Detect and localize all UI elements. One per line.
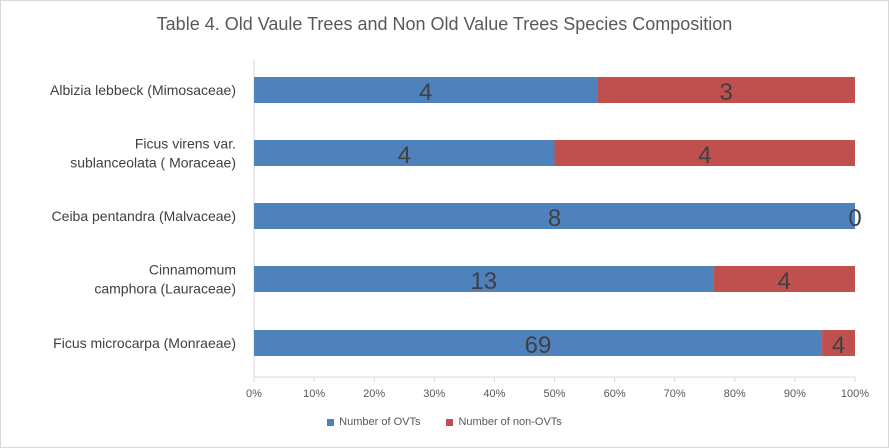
data-label: 69 <box>525 332 552 359</box>
data-label: 3 <box>720 79 733 106</box>
bar-ovts <box>254 330 823 356</box>
category-label: camphora (Lauraceae) <box>94 281 236 297</box>
x-tick-label: 0% <box>246 388 262 400</box>
chart-title: Table 4. Old Vaule Trees and Non Old Val… <box>156 14 733 34</box>
category-label: Albizia lebbeck (Mimosaceae) <box>50 82 236 98</box>
data-label: 0 <box>848 205 861 232</box>
x-tick-label: 70% <box>664 388 686 400</box>
x-tick-label: 90% <box>784 388 806 400</box>
data-label: 8 <box>548 205 561 232</box>
legend-label-non-ovts: Number of non-OVTs <box>458 416 562 428</box>
data-label: 13 <box>470 268 497 295</box>
data-label: 4 <box>398 142 411 169</box>
bar-non-ovts <box>597 77 855 103</box>
x-tick-label: 50% <box>543 388 565 400</box>
bar-ovts <box>254 266 714 292</box>
legend-swatch-non-ovts <box>446 418 454 426</box>
category-label: sublanceolata ( Moraceae) <box>70 155 236 171</box>
bar-ovts <box>254 140 555 166</box>
x-tick-label: 20% <box>363 388 385 400</box>
bar-non-ovts <box>554 140 855 166</box>
category-label: Ceiba pentandra (Malvaceae) <box>52 208 236 224</box>
bar-non-ovts <box>822 330 855 356</box>
bar-ovts <box>254 203 855 229</box>
x-tick-label: 10% <box>303 388 325 400</box>
x-tick-label: 100% <box>841 388 869 400</box>
x-tick-label: 60% <box>604 388 626 400</box>
x-tick-label: 30% <box>423 388 445 400</box>
category-label: Ficus microcarpa (Monraeae) <box>53 335 236 351</box>
legend-item-non-ovts: Number of non-OVTs <box>446 416 562 428</box>
data-label: 4 <box>778 268 791 295</box>
data-label: 4 <box>419 79 432 106</box>
legend-label-ovts: Number of OVTs <box>339 416 421 428</box>
x-tick-label: 40% <box>483 388 505 400</box>
bar-ovts <box>254 77 598 103</box>
data-label: 4 <box>698 142 711 169</box>
legend-item-ovts: Number of OVTs <box>327 416 420 428</box>
x-tick-label: 80% <box>724 388 746 400</box>
data-label: 4 <box>832 332 845 359</box>
category-label: Ficus virens var. <box>135 136 236 152</box>
category-label: Cinnamomum <box>149 262 236 278</box>
bar-non-ovts <box>713 266 855 292</box>
legend-swatch-ovts <box>327 418 335 426</box>
chart-legend: Number of OVTs Number of non-OVTs <box>0 416 889 428</box>
